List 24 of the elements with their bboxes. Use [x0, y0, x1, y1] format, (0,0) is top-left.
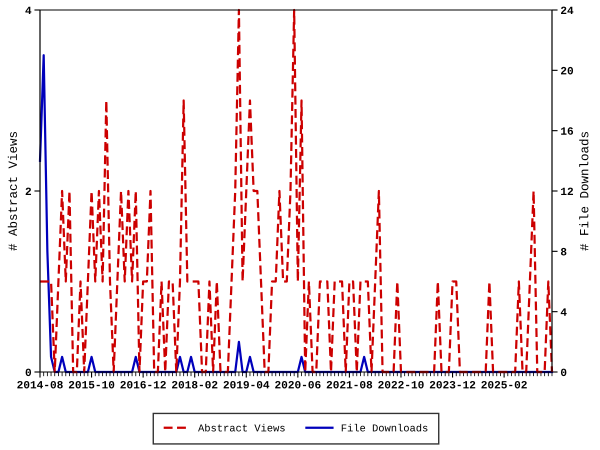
y2-tick-label: 0: [560, 368, 566, 376]
y-axis-title: # Abstract Views: [8, 132, 17, 251]
legend-label: Abstract Views: [198, 424, 285, 432]
x-tick-label: 2014-08: [17, 380, 63, 388]
x-tick-label: 2023-12: [430, 380, 476, 389]
y-tick-label: 4: [25, 6, 32, 14]
y2-tick-label: 16: [561, 127, 574, 135]
x-tick-label: 2018-02: [172, 380, 218, 388]
legend-label: File Downloads: [342, 424, 428, 432]
x-tick-label: 2025-02: [481, 380, 527, 388]
x-tick-label: 2015-10: [68, 380, 114, 388]
y2-tick-label: 12: [561, 188, 574, 196]
y2-tick-label: 4: [560, 308, 567, 316]
x-tick-label: 2021-08: [326, 380, 372, 388]
y2-tick-label: 20: [561, 66, 574, 74]
x-tick-label: 2016-12: [120, 380, 166, 388]
y-tick-label: 2: [26, 188, 32, 196]
y2-tick-label: 24: [561, 6, 574, 14]
y2-tick-label: 8: [560, 248, 566, 256]
y-tick-label: 0: [26, 368, 32, 376]
x-tick-label: 2020-06: [275, 380, 321, 388]
x-tick-label: 2022-10: [378, 380, 424, 388]
y2-axis-title: # File Downloads: [579, 132, 588, 251]
x-tick-label: 2019-04: [224, 380, 270, 388]
